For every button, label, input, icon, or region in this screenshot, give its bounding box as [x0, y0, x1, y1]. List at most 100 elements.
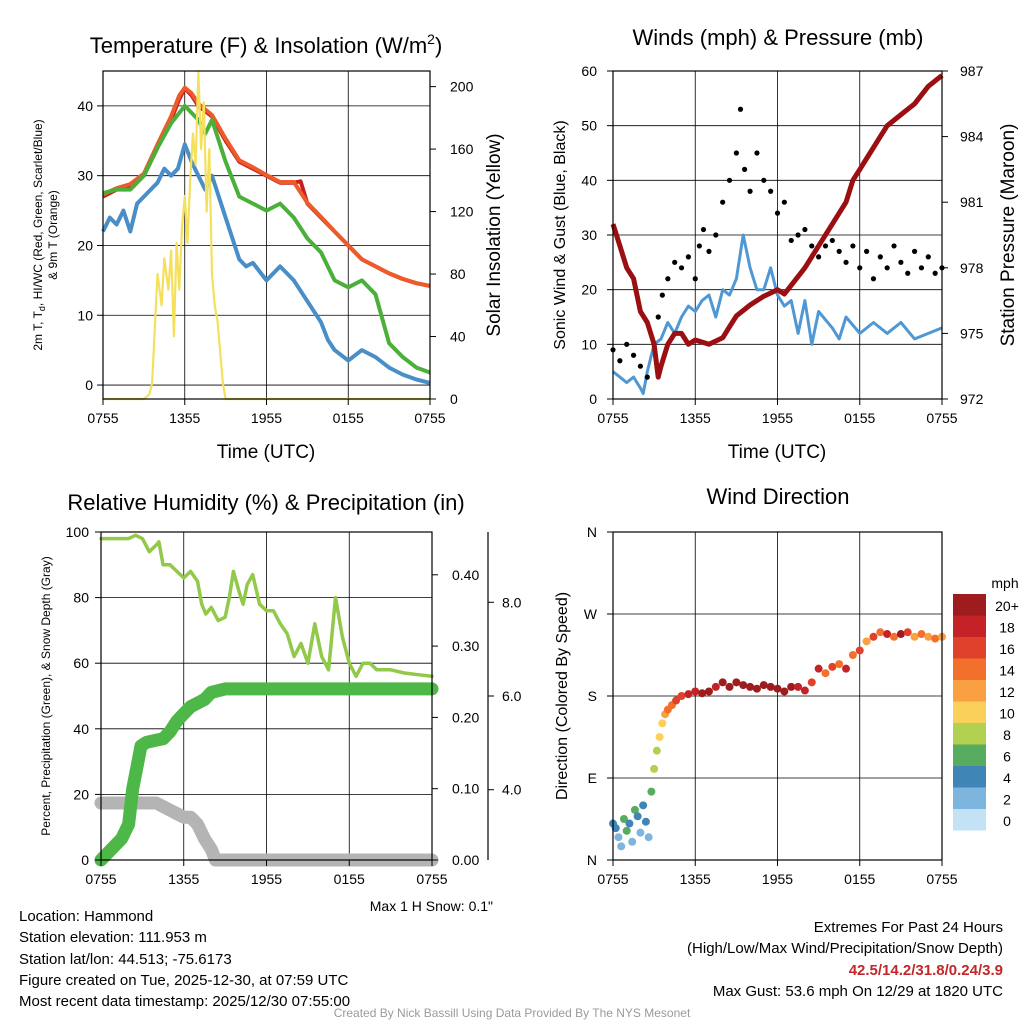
direction-point-1 [611, 824, 620, 833]
direction-point-44 [821, 669, 830, 678]
direction-point-30 [725, 682, 734, 691]
direction-point-22 [672, 696, 681, 705]
temp-series-line-9m-t [102, 85, 431, 288]
gust-point-27 [774, 210, 781, 216]
dir-ytick-label-1: E [588, 770, 597, 786]
gust-point-8 [659, 292, 665, 298]
colorbar-label-4: 12 [999, 684, 1015, 700]
snow-depth-y-ticks: 4.0 6.0 8.0 [487, 532, 522, 860]
wind-ytick-label-0: 0 [589, 391, 597, 407]
credit-line: Created By Nick Bassill Using Data Provi… [333, 1006, 691, 1020]
direction-point-28 [711, 682, 720, 691]
rh-ytick-label-5: 100 [66, 524, 90, 540]
gust-point-49 [925, 254, 931, 260]
pressure-ytick-label-0: 972 [960, 391, 984, 407]
direction-point-37 [773, 684, 782, 693]
most-recent-data: Most recent data timestamp: 2025/12/30 0… [19, 993, 351, 1011]
dir-ytick-label-4: N [587, 524, 597, 540]
gust-point-15 [700, 226, 707, 233]
rh-xtick-label-0: 0755 [85, 871, 116, 887]
insolation-ytick-label-2: 80 [450, 266, 466, 282]
direction-point-42 [807, 678, 816, 687]
direction-point-14 [647, 787, 656, 796]
gust-point-40 [864, 248, 870, 254]
direction-point-25 [691, 687, 700, 696]
colorbar-label-5: 10 [999, 706, 1015, 722]
extremes-info: Extremes For Past 24 Hours (High/Low/Max… [687, 917, 1003, 1002]
direction-point-58 [917, 630, 926, 639]
temperature-y-label-line2: & 9m T (Orange) [46, 190, 60, 280]
direction-point-40 [794, 682, 803, 691]
gust-point-42 [877, 254, 883, 260]
colorbar-label-7: 6 [1003, 749, 1011, 765]
gust-point-37 [843, 259, 849, 265]
gust-point-9 [665, 276, 671, 282]
colorbar-swatch-2 [953, 637, 986, 659]
direction-point-2 [614, 833, 623, 842]
gust-point-12 [685, 254, 691, 260]
precipitation-y-ticks: 0.00 0.10 0.20 0.30 0.40 [432, 567, 479, 868]
colorbar-swatch-10 [953, 809, 986, 831]
temp-ytick-label-0: 0 [85, 377, 93, 393]
direction-point-6 [625, 819, 634, 828]
humidity-y-ticks: 0 20 40 60 80 100 [66, 524, 101, 868]
temp-series-line-wc [101, 142, 431, 385]
wind-ytick-label-5: 50 [581, 118, 597, 134]
gust-point-24 [754, 150, 760, 156]
temp-series-line-solar-insolation [103, 69, 430, 401]
direction-point-12 [641, 817, 650, 826]
precipitation-series-line [94, 682, 439, 867]
colorbar-swatch-4 [953, 680, 986, 702]
direction-point-32 [739, 681, 748, 690]
gust-point-17 [713, 232, 719, 238]
winds-x-ticks: 0755 1355 1955 0155 0755 [597, 399, 958, 426]
colorbar-swatch-5 [953, 701, 986, 723]
temperature-x-label: Time (UTC) [217, 442, 316, 463]
pressure-series-line [610, 73, 944, 380]
direction-y-ticks: N E S W N [584, 524, 613, 868]
direction-point-52 [876, 628, 885, 637]
wind-xtick-label-0: 0755 [597, 410, 628, 426]
direction-point-13 [644, 833, 653, 842]
station-location: Location: Hammond [19, 908, 154, 925]
colorbar-swatch-7 [953, 744, 986, 766]
gust-point-16 [706, 248, 712, 254]
direction-point-59 [924, 632, 933, 641]
gust-point-26 [768, 188, 774, 194]
direction-point-38 [780, 687, 789, 696]
gust-point-11 [678, 265, 685, 271]
direction-point-34 [752, 684, 761, 693]
colorbar-label-6: 8 [1003, 727, 1011, 743]
colorbar-swatch-3 [953, 658, 986, 680]
insolation-y-ticks: 0 40 80 120 160 200 [430, 79, 474, 407]
humidity-panel: Relative Humidity (%) & Precipitation (i… [39, 490, 522, 914]
direction-point-39 [787, 682, 796, 691]
dir-ytick-label-3: W [584, 606, 598, 622]
dir-xtick-label-4: 0755 [926, 871, 957, 887]
insolation-ytick-label-1: 40 [450, 329, 466, 345]
dir-ytick-label-2: S [588, 688, 597, 704]
wind-ytick-label-2: 20 [581, 282, 597, 298]
pressure-ytick-label-5: 987 [960, 63, 984, 79]
winds-y-label: Sonic Wind & Gust (Blue, Black) [552, 120, 569, 349]
gust-point-25 [761, 177, 767, 183]
direction-point-36 [766, 682, 775, 691]
station-info: Location: Hammond Station elevation: 111… [19, 906, 350, 1012]
gust-point-36 [836, 248, 842, 254]
temp-xtick-label-3: 0155 [333, 410, 364, 426]
rh-ytick-label-4: 80 [73, 590, 89, 606]
direction-point-24 [684, 690, 693, 699]
insolation-y-label: Solar Insolation (Yellow) [484, 133, 505, 336]
insolation-ytick-label-5: 200 [450, 79, 474, 95]
dir-xtick-label-2: 1955 [762, 871, 793, 887]
rh-xtick-label-3: 0155 [334, 871, 365, 887]
humidity-title: Relative Humidity (%) & Precipitation (i… [67, 490, 464, 515]
station-latlon: Station lat/lon: 44.513; -75.6173 [19, 950, 232, 968]
direction-point-18 [658, 719, 667, 728]
speed-colorbar: 20+ 18 16 14 12 10 8 6 4 2 0 [953, 594, 1019, 831]
gust-point-47 [911, 248, 918, 254]
direction-point-5 [622, 826, 631, 835]
gust-point-4 [637, 363, 644, 369]
temperature-y-label: 2m T, Td, HI/WC (Red, Green, Scarlet/Blu… [31, 119, 47, 350]
